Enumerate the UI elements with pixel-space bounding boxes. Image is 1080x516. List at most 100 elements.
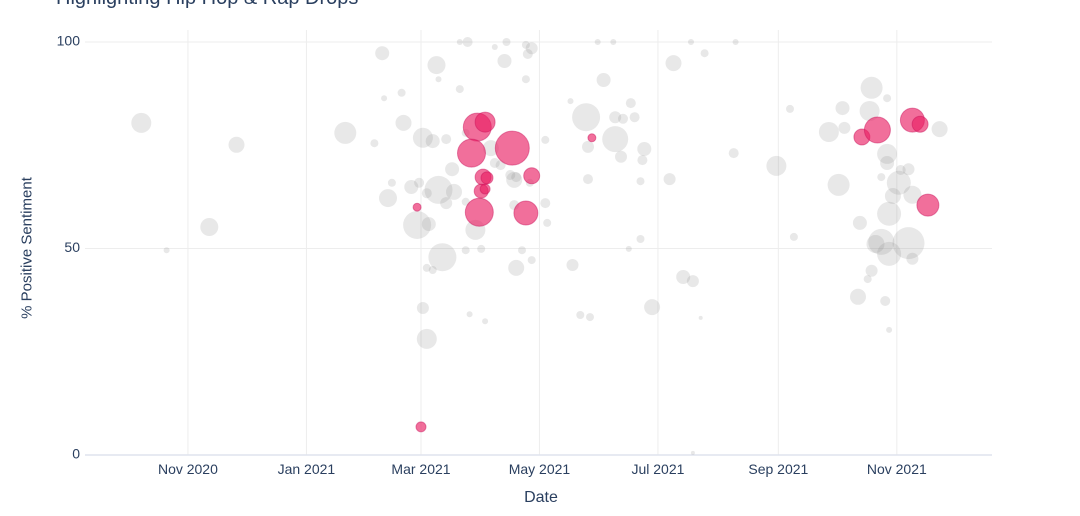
bubble-other-genre[interactable]	[425, 134, 440, 149]
bubble-other-genre[interactable]	[506, 171, 523, 188]
bubble-other-genre[interactable]	[440, 197, 453, 210]
bubble-other-genre[interactable]	[766, 155, 787, 176]
bubble-other-genre[interactable]	[644, 299, 661, 316]
bubble-other-genre[interactable]	[456, 39, 463, 45]
bubble-other-genre[interactable]	[421, 188, 432, 199]
bubble-other-genre[interactable]	[686, 275, 699, 288]
bubble-other-genre[interactable]	[403, 211, 432, 239]
bubble-other-genre[interactable]	[902, 163, 915, 176]
bubble-other-genre[interactable]	[665, 55, 682, 72]
bubble-other-genre[interactable]	[466, 311, 473, 318]
bubble-other-genre[interactable]	[625, 245, 632, 252]
bubble-other-genre[interactable]	[877, 173, 886, 182]
bubble-other-genre[interactable]	[445, 162, 460, 177]
bubble-hip-hop-rap[interactable]	[415, 421, 427, 433]
bubble-other-genre[interactable]	[586, 313, 594, 322]
bubble-other-genre[interactable]	[886, 170, 911, 195]
bubble-hip-hop-rap[interactable]	[479, 183, 491, 195]
bubble-other-genre[interactable]	[163, 247, 170, 254]
bubble-other-genre[interactable]	[397, 88, 406, 97]
bubble-other-genre[interactable]	[387, 178, 396, 187]
bubble-other-genre[interactable]	[482, 140, 499, 157]
bubble-hip-hop-rap[interactable]	[474, 111, 496, 133]
bubble-other-genre[interactable]	[895, 165, 906, 175]
bubble-other-genre[interactable]	[572, 103, 601, 132]
bubble-other-genre[interactable]	[543, 218, 552, 227]
bubble-other-genre[interactable]	[521, 40, 530, 49]
bubble-other-genre[interactable]	[379, 189, 397, 208]
bubble-other-genre[interactable]	[566, 259, 579, 271]
bubble-other-genre[interactable]	[521, 75, 530, 84]
bubble-other-genre[interactable]	[610, 39, 617, 45]
bubble-other-genre[interactable]	[732, 39, 739, 45]
bubble-other-genre[interactable]	[906, 252, 919, 265]
bubble-other-genre[interactable]	[461, 197, 470, 206]
bubble-other-genre[interactable]	[583, 174, 593, 185]
bubble-other-genre[interactable]	[884, 188, 901, 204]
bubble-other-genre[interactable]	[883, 94, 892, 103]
bubble-other-genre[interactable]	[663, 173, 676, 186]
bubble-other-genre[interactable]	[636, 235, 645, 243]
bubble-other-genre[interactable]	[200, 218, 219, 236]
bubble-hip-hop-rap[interactable]	[494, 130, 530, 166]
bubble-other-genre[interactable]	[435, 76, 442, 83]
bubble-other-genre[interactable]	[416, 302, 429, 314]
bubble-other-genre[interactable]	[880, 156, 895, 170]
bubble-other-genre[interactable]	[508, 259, 525, 276]
bubble-other-genre[interactable]	[495, 160, 506, 171]
bubble-other-genre[interactable]	[602, 126, 629, 153]
bubble-other-genre[interactable]	[424, 175, 453, 204]
bubble-other-genre[interactable]	[370, 139, 379, 148]
bubble-other-genre[interactable]	[903, 185, 922, 204]
bubble-hip-hop-rap[interactable]	[457, 138, 486, 168]
bubble-other-genre[interactable]	[395, 114, 412, 131]
bubble-other-genre[interactable]	[728, 148, 739, 159]
bubble-other-genre[interactable]	[131, 112, 152, 133]
bubble-other-genre[interactable]	[700, 49, 709, 58]
bubble-hip-hop-rap[interactable]	[412, 202, 422, 212]
bubble-other-genre[interactable]	[852, 215, 867, 230]
bubble-other-genre[interactable]	[505, 170, 516, 180]
bubble-other-genre[interactable]	[636, 177, 645, 186]
bubble-other-genre[interactable]	[228, 136, 245, 153]
bubble-other-genre[interactable]	[502, 38, 511, 46]
bubble-hip-hop-rap[interactable]	[513, 200, 539, 226]
bubble-other-genre[interactable]	[428, 266, 437, 274]
bubble-other-genre[interactable]	[637, 142, 652, 156]
bubble-other-genre[interactable]	[427, 56, 446, 75]
bubble-hip-hop-rap[interactable]	[863, 116, 891, 144]
bubble-other-genre[interactable]	[416, 328, 437, 349]
bubble-other-genre[interactable]	[868, 228, 895, 255]
bubble-other-genre[interactable]	[865, 264, 878, 277]
bubble-other-genre[interactable]	[381, 95, 388, 102]
bubble-other-genre[interactable]	[880, 296, 891, 306]
bubble-hip-hop-rap[interactable]	[464, 197, 494, 227]
bubble-other-genre[interactable]	[931, 121, 948, 138]
bubble-other-genre[interactable]	[698, 315, 703, 320]
bubble-other-genre[interactable]	[886, 326, 893, 333]
bubble-other-genre[interactable]	[818, 122, 839, 142]
bubble-other-genre[interactable]	[462, 37, 473, 47]
bubble-other-genre[interactable]	[835, 101, 850, 116]
bubble-other-genre[interactable]	[582, 140, 594, 153]
bubble-other-genre[interactable]	[690, 450, 695, 455]
bubble-hip-hop-rap[interactable]	[523, 167, 541, 185]
bubble-other-genre[interactable]	[609, 111, 622, 124]
bubble-other-genre[interactable]	[860, 76, 883, 99]
bubble-hip-hop-rap[interactable]	[916, 193, 940, 217]
bubble-other-genre[interactable]	[615, 150, 627, 163]
bubble-other-genre[interactable]	[455, 85, 464, 94]
bubble-other-genre[interactable]	[421, 217, 436, 232]
bubble-hip-hop-rap[interactable]	[587, 133, 597, 143]
bubble-other-genre[interactable]	[422, 263, 431, 272]
bubble-other-genre[interactable]	[527, 256, 536, 265]
bubble-other-genre[interactable]	[596, 73, 611, 87]
bubble-other-genre[interactable]	[567, 98, 574, 105]
bubble-other-genre[interactable]	[789, 232, 798, 241]
bubble-other-genre[interactable]	[461, 246, 470, 255]
bubble-other-genre[interactable]	[491, 44, 498, 50]
bubble-other-genre[interactable]	[618, 113, 628, 124]
bubble-other-genre[interactable]	[877, 241, 902, 266]
bubble-other-genre[interactable]	[877, 201, 902, 226]
bubble-other-genre[interactable]	[786, 104, 794, 113]
